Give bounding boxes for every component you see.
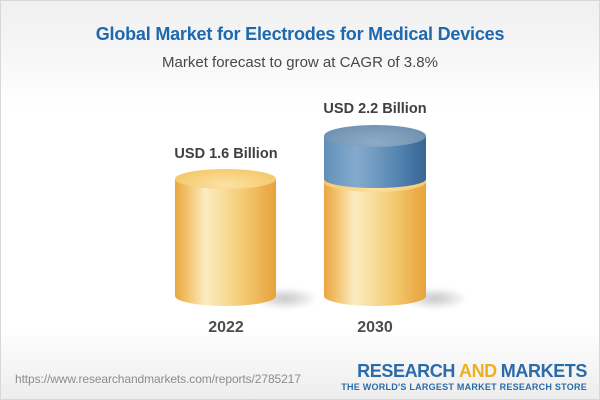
cylinder-cap-2022 [175, 169, 276, 189]
brand-logo: RESEARCH AND MARKETS THE WORLD'S LARGEST M… [341, 362, 587, 392]
bar-value-label-2030: USD 2.2 Billion [323, 101, 427, 117]
chart-title: Global Market for Electrodes for Medical… [95, 24, 505, 44]
cylinder-cap-2030 [324, 125, 426, 147]
chart-subtitle: Market forecast to grow at CAGR of 3.8% [162, 54, 438, 71]
cylinder-body-2030 [324, 178, 426, 306]
logo-word-and: AND [458, 361, 497, 381]
bar-value-label-2022: USD 1.6 Billion [174, 146, 278, 162]
logo-tagline: THE WORLD'S LARGEST MARKET RESEARCH STOR… [341, 382, 587, 392]
cylinder-body-2022 [175, 179, 276, 306]
logo-word-research: RESEARCH [357, 361, 455, 381]
x-axis-label-2022: 2022 [208, 319, 244, 336]
brand-logo-wordmark: RESEARCH AND MARKETS [341, 362, 587, 380]
report-url-link[interactable]: https://www.researchandmarkets.com/repor… [15, 372, 301, 386]
logo-word-markets: MARKETS [500, 361, 588, 381]
x-axis-label-2030: 2030 [357, 319, 393, 336]
